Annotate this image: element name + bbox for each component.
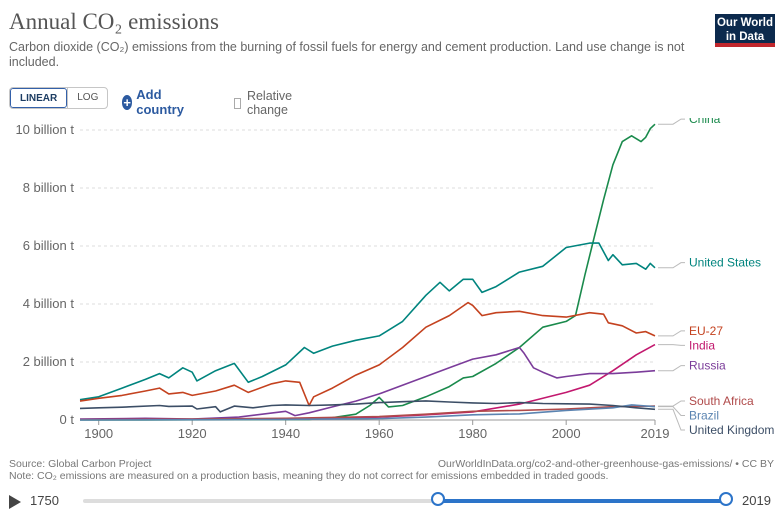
series-line-russia — [79, 346, 656, 420]
timeline-selected-range — [439, 499, 727, 503]
y-tick-label: 2 billion t — [23, 354, 75, 369]
source-text: Source: Global Carbon Project — [9, 458, 152, 470]
owid-logo[interactable]: Our World in Data — [715, 14, 775, 47]
legend-connector — [658, 400, 685, 407]
legend-label-india: India — [689, 338, 715, 352]
legend-label-brazil: Brazil — [689, 409, 719, 423]
y-tick-label: 8 billion t — [23, 180, 75, 195]
x-tick-label: 2000 — [552, 426, 581, 441]
x-tick-label: 1940 — [271, 426, 300, 441]
x-tick-label: 2019 — [641, 426, 670, 441]
legend-connector — [658, 344, 685, 346]
log-scale-button[interactable]: LOG — [67, 88, 107, 108]
add-country-button[interactable]: + Add country — [122, 87, 189, 117]
legend-connector — [658, 118, 685, 125]
source-url-link[interactable]: OurWorldInData.org/co2-and-other-greenho… — [437, 458, 774, 470]
timeline-start-handle[interactable] — [431, 492, 445, 506]
series-line-united-kingdom — [79, 400, 656, 413]
chart-subtitle: Carbon dioxide (CO₂) emissions from the … — [9, 40, 685, 69]
legend-connector — [658, 330, 685, 337]
series-line-south-africa — [79, 405, 656, 421]
note-text: Note: CO₂ emissions are measured on a pr… — [9, 470, 609, 482]
timeline: 1750 2019 — [0, 490, 783, 512]
y-tick-label: 6 billion t — [23, 238, 75, 253]
y-tick-label: 4 billion t — [23, 296, 75, 311]
legend-label-eu-27: EU-27 — [689, 324, 723, 338]
add-country-label: Add country — [136, 87, 184, 117]
chart-title: Annual CO₂ emissions — [9, 9, 219, 34]
legend-label-united-kingdom: United Kingdom — [689, 423, 774, 437]
legend-label-russia: Russia — [689, 359, 726, 373]
relative-change-checkbox[interactable] — [234, 97, 241, 109]
chart-footer: Source: Global Carbon Project Note: CO₂ … — [9, 458, 608, 482]
timeline-end-label: 2019 — [742, 493, 771, 508]
legend-label-china: China — [689, 118, 721, 126]
relative-change-label: Relative change — [246, 89, 293, 117]
legend-label-south-africa: South Africa — [689, 394, 754, 408]
timeline-start-label: 1750 — [30, 493, 59, 508]
legend-connector — [658, 262, 685, 269]
relative-change-toggle[interactable]: Relative change — [234, 89, 296, 117]
linear-scale-button[interactable]: LINEAR — [10, 88, 68, 108]
series-line-china — [80, 123, 656, 421]
legend-connector — [658, 408, 685, 431]
legend-connector — [658, 365, 685, 372]
x-tick-label: 1900 — [84, 426, 113, 441]
series-line-eu-27 — [79, 301, 656, 407]
play-icon[interactable] — [9, 495, 21, 509]
series-line-united-states — [79, 242, 656, 401]
legend-label-united-states: United States — [689, 256, 761, 270]
logo-line-2: in Data — [725, 31, 765, 43]
legend-connector — [658, 406, 685, 416]
plus-icon: + — [122, 94, 133, 110]
y-tick-label: 0 t — [60, 412, 75, 427]
line-chart: 0 t 2 billion t 4 billion t 6 billion t 8 bi… — [15, 118, 774, 441]
scale-toggle: LINEAR LOG — [9, 87, 109, 109]
timeline-end-handle[interactable] — [719, 492, 733, 506]
y-tick-label: 10 billion t — [15, 122, 74, 137]
timeline-track[interactable] — [83, 499, 727, 503]
x-tick-label: 1960 — [365, 426, 394, 441]
x-tick-label: 1980 — [458, 426, 487, 441]
logo-line-1: Our World — [716, 17, 773, 29]
x-tick-label: 1920 — [178, 426, 207, 441]
